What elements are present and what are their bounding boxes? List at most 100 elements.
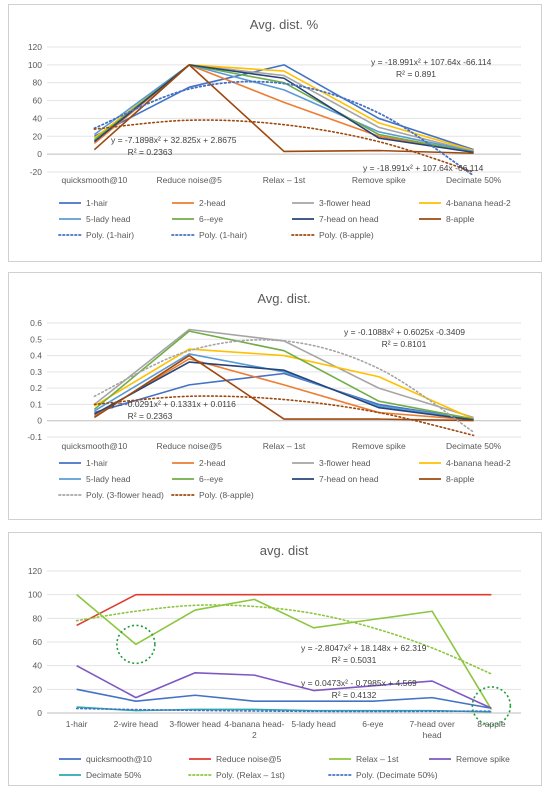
series-line-0 [94,372,474,420]
y-tick-label: 100 [28,60,42,70]
legend-label: 7-head on head [319,474,379,484]
chart-avg-dist: Avg. dist. -0.1 0 0.1 0.2 0.3 0.4 0.5 0.6 quicksm… [27,291,521,500]
equation-annotation: R² = 0.8101 [382,339,427,349]
y-tick-label: 0 [37,416,42,426]
y-tick-label: 80 [33,613,43,623]
y-tick-label: 0.5 [30,334,42,344]
x-tick-label: quicksmooth@10 [61,441,127,451]
legend-label: Poly. (Relax – 1st) [216,770,285,780]
x-tick-label: Reduce noise@5 [157,175,223,185]
legend-label: Poly. (1-hair) [86,230,134,240]
highlight-circle [116,624,156,665]
trendline-8 [93,339,475,433]
equation-annotation: R² = 0.891 [396,69,436,79]
equation-annotation: R² = 0.5031 [332,655,377,665]
series-line-2 [76,594,493,710]
legend-label: Poly. (8-apple) [199,490,254,500]
y-tick-label: 0.6 [30,318,42,328]
x-tick-label: Relax – 1st [263,175,306,185]
legend-label: Poly. (8-apple) [319,230,374,240]
y-tick-label: 0 [37,708,42,718]
x-tick-label: 7-head over [409,719,455,729]
legend-label: Remove spike [456,754,510,764]
equation-annotation: R² = 0.2363 [128,147,173,157]
legend-label: 2-head [199,458,226,468]
legend-label: 8-apple [446,214,475,224]
x-tick-label: Remove spike [352,175,406,185]
equation-annotation: y = -7.1898x² + 32.825x + 2.8675 [111,135,237,145]
chart-avg-dist-by-model: avg. dist 0 20 40 60 80 100 120 1-hair 2-wire hea… [28,543,521,780]
trendline-5 [75,604,493,675]
equation-annotation: y = -0.0291x² + 0.1331x + 0.0116 [111,399,236,409]
equation-annotation: y = 0.0473x² - 0.7985x + 4.569 [301,678,417,688]
trendline-9 [93,80,475,177]
x-tick-label: 8-apple [477,719,506,729]
y-tick-label: 80 [33,78,43,88]
series-line-1 [93,358,474,421]
x-tick-label: 1-hair [66,719,88,729]
y-tick-label: -0.1 [27,432,42,442]
chart-title: Avg. dist. [257,291,310,306]
legend-label: quicksmooth@10 [86,754,152,764]
y-tick-label: 40 [33,113,43,123]
x-tick-label: 3-flower head [169,719,221,729]
x-tick-label: 2-wire head [114,719,159,729]
y-tick-label: 100 [28,590,42,600]
x-tick-label: 6-eye [362,719,384,729]
y-tick-label: 120 [28,42,42,52]
y-tick-label: 0.2 [30,383,42,393]
legend-label: 8-apple [446,474,475,484]
legend-label: 2-head [199,198,226,208]
x-tick-label: Remove spike [352,441,406,451]
y-tick-label: -20 [30,167,43,177]
series-line-6 [94,361,474,421]
legend-label: Poly. (1-hair) [199,230,247,240]
legend-label: Poly. (3-flower head) [86,490,164,500]
y-tick-label: 0.1 [30,399,42,409]
y-tick-label: 20 [33,131,43,141]
legend-label: Reduce noise@5 [216,754,282,764]
chart-panel-3: avg. dist 0 20 40 60 80 100 120 1-hair 2-wire hea… [8,532,542,786]
x-tick-label: Relax – 1st [263,441,306,451]
legend-label: 3-flower head [319,458,371,468]
y-tick-label: 0.4 [30,351,42,361]
x-tick-label: quicksmooth@10 [61,175,127,185]
equation-annotation: R² = 0.2363 [128,411,173,421]
legend-label: 7-head on head [319,214,379,224]
y-tick-label: 20 [33,684,43,694]
x-tick-label: 5-lady head [291,719,336,729]
trendline-10 [93,119,475,173]
series-line-0 [76,688,492,710]
equation-annotation: y = -0.1088x² + 0.6025x -0.3409 [344,327,465,337]
series-line-1 [76,593,492,627]
legend-label: 1-hair [86,198,108,208]
x-tick-label: Reduce noise@5 [157,441,223,451]
chart-title: avg. dist [260,543,309,558]
legend-label: 4-banana head-2 [446,458,511,468]
trendline-9 [93,395,475,437]
x-tick-label: 2 [252,730,257,740]
series-line-7 [93,354,474,422]
y-tick-label: 60 [33,96,43,106]
chart-panel-1: Avg. dist. % -20 0 20 40 60 80 100 120 quicksmoot… [8,4,542,262]
chart-title: Avg. dist. % [250,17,319,32]
series-line-4 [93,64,474,153]
y-tick-label: 60 [33,637,43,647]
series-line-3 [93,348,474,420]
highlight-circle [471,686,512,726]
y-tick-label: 40 [33,661,43,671]
x-tick-label: head [423,730,442,740]
legend-label: Relax – 1st [356,754,399,764]
legend-label: 1-hair [86,458,108,468]
legend-label: 6--eye [199,474,223,484]
legend-label: 4-banana head-2 [446,198,511,208]
series-line-3 [76,664,492,709]
x-tick-label: Decimate 50% [446,441,502,451]
x-tick-label: Decimate 50% [446,175,502,185]
x-tick-label: 4-banana head- [224,719,284,729]
series-line-5 [93,330,474,420]
legend-label: Decimate 50% [86,770,142,780]
series-line-6 [93,64,474,154]
equation-annotation: y = -2.8047x² + 18.148x + 62.319 [301,643,427,653]
equation-annotation: R² = 0.4132 [332,690,377,700]
